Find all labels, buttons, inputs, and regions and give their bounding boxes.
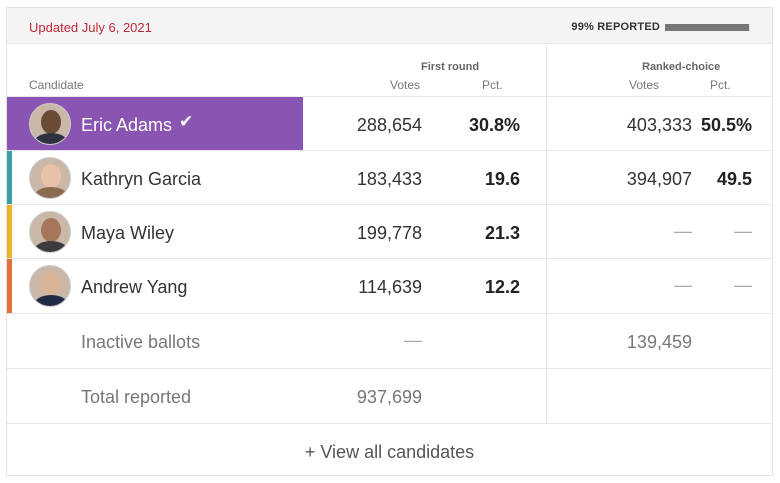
results-card: Updated July 6, 2021 99% REPORTED Candid… — [6, 7, 773, 476]
ranked-choice-pct-header: Pct. — [710, 78, 731, 92]
avatar-eric-adams — [29, 103, 71, 145]
total-reported-row: Total reported 937,699 — [7, 368, 772, 423]
ranked-choice-votes: 394,907 — [626, 169, 692, 189]
total-first-round-votes: 937,699 — [356, 387, 422, 407]
reported-progress-fill — [665, 24, 750, 31]
first-round-header: First round — [421, 61, 480, 73]
updated-timestamp: Updated July 6, 2021 — [29, 20, 152, 35]
inactive-first-round-votes: — — [404, 330, 422, 350]
ranked-choice-pct: 50.5% — [700, 115, 752, 135]
first-round-pct: 19.6 — [484, 169, 520, 189]
ranked-choice-votes: — — [674, 221, 692, 241]
inactive-ballots-row: Inactive ballots — 139,459 — [7, 313, 772, 368]
candidate-row-kathryn-garcia: Kathryn Garcia 183,433 19.6 394,907 49.5 — [7, 150, 772, 205]
first-round-pct: 12.2 — [484, 277, 520, 297]
view-all-candidates-link[interactable]: + View all candidates — [304, 442, 475, 462]
total-reported-label: Total reported — [81, 387, 192, 407]
first-round-votes: 288,654 — [356, 115, 422, 135]
candidate-row-andrew-yang: Andrew Yang 114,639 12.2 — — — [7, 258, 772, 313]
candidate-color-stripe — [7, 259, 12, 313]
ranked-choice-header: Ranked-choice — [642, 61, 721, 73]
candidate-name: Maya Wiley — [81, 223, 175, 243]
first-round-pct: 21.3 — [484, 223, 520, 243]
first-round-pct: 30.8% — [468, 115, 520, 135]
candidate-row-eric-adams: Eric Adams ✔ 288,654 30.8% 403,333 50.5% — [7, 96, 772, 151]
status-bar: Updated July 6, 2021 99% REPORTED — [7, 8, 772, 44]
ranked-choice-votes: — — [674, 275, 692, 295]
footer: + View all candidates — [7, 423, 772, 476]
first-round-votes: 199,778 — [356, 223, 422, 243]
first-round-votes: 183,433 — [356, 169, 422, 189]
winner-check-icon: ✔ — [179, 112, 194, 131]
candidate-color-stripe — [7, 151, 12, 205]
avatar-andrew-yang — [29, 265, 71, 307]
first-round-pct-header: Pct. — [482, 78, 503, 92]
candidate-row-maya-wiley: Maya Wiley 199,778 21.3 — — — [7, 204, 772, 259]
ranked-choice-votes: 403,333 — [626, 115, 692, 135]
inactive-ballots-label: Inactive ballots — [81, 332, 201, 352]
inactive-ranked-choice-votes: 139,459 — [626, 332, 692, 352]
candidate-name: Kathryn Garcia — [81, 169, 202, 189]
ranked-choice-pct: 49.5 — [716, 169, 752, 189]
candidate-name: Eric Adams — [81, 115, 173, 135]
ranked-choice-pct: — — [734, 275, 752, 295]
reported-progress-bar — [665, 24, 750, 31]
first-round-votes-header: Votes — [390, 78, 421, 92]
ranked-choice-votes-header: Votes — [629, 78, 660, 92]
avatar-maya-wiley — [29, 211, 71, 253]
candidate-color-stripe — [7, 205, 12, 259]
candidate-name: Andrew Yang — [81, 277, 188, 297]
ranked-choice-pct: — — [734, 221, 752, 241]
avatar-kathryn-garcia — [29, 157, 71, 199]
first-round-votes: 114,639 — [358, 277, 422, 297]
candidate-header: Candidate — [29, 78, 84, 92]
reported-label: 99% REPORTED — [571, 21, 660, 33]
column-divider — [546, 45, 547, 423]
